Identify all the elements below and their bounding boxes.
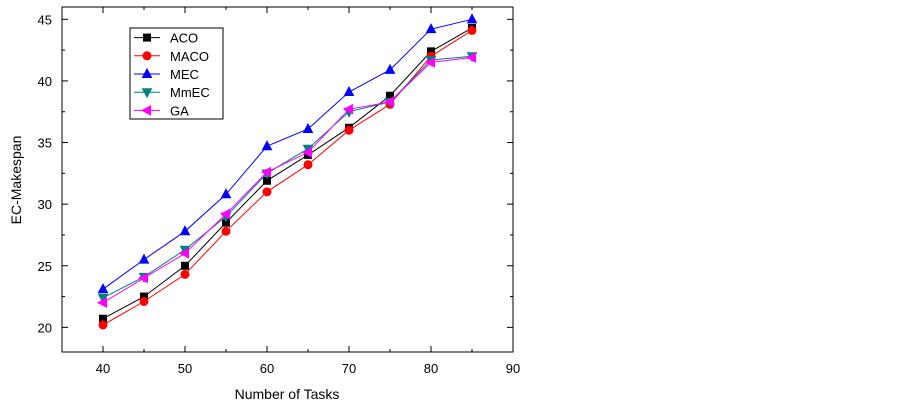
data-point-maco: [303, 160, 313, 170]
data-point-maco: [344, 125, 354, 135]
y-tick-label: 35: [38, 136, 52, 151]
data-point-mec: [261, 140, 273, 151]
data-point-maco: [262, 187, 272, 197]
data-point-maco: [180, 269, 190, 279]
data-point-maco: [98, 320, 108, 330]
data-point-mec: [179, 225, 191, 236]
data-point-ga: [465, 52, 476, 63]
series-mec: [97, 13, 478, 294]
x-tick-label: 40: [96, 361, 110, 376]
legend-marker-ga: [140, 105, 151, 116]
data-point-mec: [343, 85, 355, 97]
legend-marker-mmec: [141, 88, 153, 99]
legend-label-ga: GA: [170, 103, 189, 118]
series-line-aco: [102, 27, 473, 320]
data-point-ga: [178, 248, 189, 259]
data-point-mec: [220, 188, 232, 199]
series-ga: [96, 52, 476, 309]
data-point-ga: [219, 208, 230, 220]
y-tick-label: 30: [38, 197, 52, 212]
x-tick-label: 90: [506, 361, 520, 376]
legend-marker-maco: [142, 51, 152, 61]
data-point-ga: [260, 166, 271, 178]
data-point-mec: [425, 23, 437, 34]
data-point-mec: [466, 13, 478, 24]
x-tick-label: 70: [342, 361, 356, 376]
series-line-ga: [102, 57, 473, 304]
data-point-mec: [138, 253, 150, 264]
data-point-ga: [96, 297, 107, 309]
data-point-ga: [383, 96, 394, 108]
legend-label-mmec: MmEC: [170, 85, 210, 100]
y-tick-label: 45: [38, 12, 52, 27]
data-point-ga: [342, 103, 353, 115]
legend-label-aco: ACO: [170, 31, 198, 46]
data-point-aco: [181, 261, 189, 270]
x-tick-label: 60: [260, 361, 274, 376]
series-line-mmec: [102, 55, 473, 299]
data-point-maco: [221, 226, 231, 236]
x-tick-label: 50: [178, 361, 192, 376]
plot-frame: [61, 6, 514, 353]
x-tick-label: 80: [424, 361, 438, 376]
y-axis-title: EC-Makespan: [8, 136, 24, 225]
legend-marker-aco: [143, 33, 151, 42]
data-point-maco: [467, 25, 477, 35]
data-point-mec: [97, 283, 109, 294]
legend-marker-mec: [141, 67, 153, 78]
data-point-ga: [424, 57, 435, 68]
y-tick-label: 20: [38, 320, 52, 335]
data-point-ga: [137, 272, 148, 284]
data-point-ga: [301, 147, 312, 158]
data-point-mec: [384, 63, 396, 74]
data-point-maco: [139, 296, 149, 306]
data-point-mec: [302, 122, 314, 133]
series-line-mec: [102, 18, 473, 290]
legend-label-maco: MACO: [170, 49, 209, 64]
y-tick-label: 40: [38, 74, 52, 89]
legend-label-mec: MEC: [170, 67, 199, 82]
x-axis-title: Number of Tasks: [235, 386, 340, 402]
y-tick-label: 25: [38, 259, 52, 274]
